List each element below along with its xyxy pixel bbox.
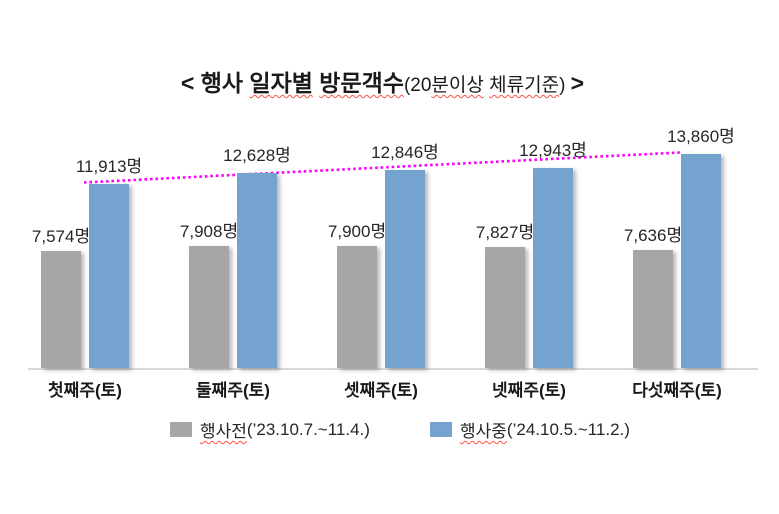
value-label-pre-event-week3: 7,900명 [327,222,387,241]
value-label-during-event-week4: 12,943명 [519,141,587,160]
legend-swatch-pre-event [170,422,192,437]
bar-pre-event-week5 [633,250,673,368]
x-axis-line [28,368,758,370]
title-segment: ) [559,75,571,96]
title-segment: (20 [403,75,432,96]
x-axis-label-week3: 셋째주(토) [344,381,418,400]
value-label-during-event-week5: 13,860명 [667,127,735,146]
value-label-pre-event-week1: 7,574명 [31,227,91,246]
value-label-pre-event-week4: 7,827명 [475,223,535,242]
x-axis-label-week2: 둘째주(토) [196,381,270,400]
chart-title: < 행사 일자별 방문객수(20분이상 체류기준) > [0,64,765,102]
bar-pre-event-week4 [485,247,525,368]
title-segment: 일자별 [249,70,313,96]
value-label-during-event-week2: 12,628명 [223,146,291,165]
value-label-pre-event-week5: 7,636명 [623,226,683,245]
legend-item-during-event: 행사중 (’24.10.5.~11.2.) [430,417,630,442]
title-segment: < 행사 [180,70,250,96]
legend-label-word: 행사중 [460,422,507,441]
bar-pre-event-week2 [189,246,229,368]
value-label-during-event-week1: 11,913명 [75,157,143,176]
value-label-pre-event-week2: 7,908명 [179,222,239,241]
value-label-during-event-week3: 12,846명 [371,143,439,162]
title-segment: > [570,70,585,96]
legend-label-period: (’24.10.5.~11.2.) [506,419,630,439]
bar-pre-event-week1 [41,251,81,368]
bar-during-event-week4 [533,168,573,368]
bar-during-event-week2 [237,173,277,368]
legend-swatch-during-event [430,422,452,437]
legend-label-period: (’23.10.7.~11.4.) [246,419,370,439]
x-axis-label-week5: 다섯째주(토) [632,381,722,400]
title-segment: 방문객수 [319,70,404,96]
bar-pre-event-week3 [337,246,377,368]
legend-item-pre-event: 행사전 (’23.10.7.~11.4.) [170,417,370,442]
title-segment: 체류기준 [489,75,560,96]
x-axis-label-week4: 넷째주(토) [492,381,566,400]
bar-during-event-week5 [681,154,721,368]
bar-during-event-week1 [89,184,129,368]
bar-during-event-week3 [385,170,425,368]
x-axis-label-week1: 첫째주(토) [48,381,122,400]
title-segment: 분이상 [431,75,484,96]
legend-label-word: 행사전 [200,422,247,441]
